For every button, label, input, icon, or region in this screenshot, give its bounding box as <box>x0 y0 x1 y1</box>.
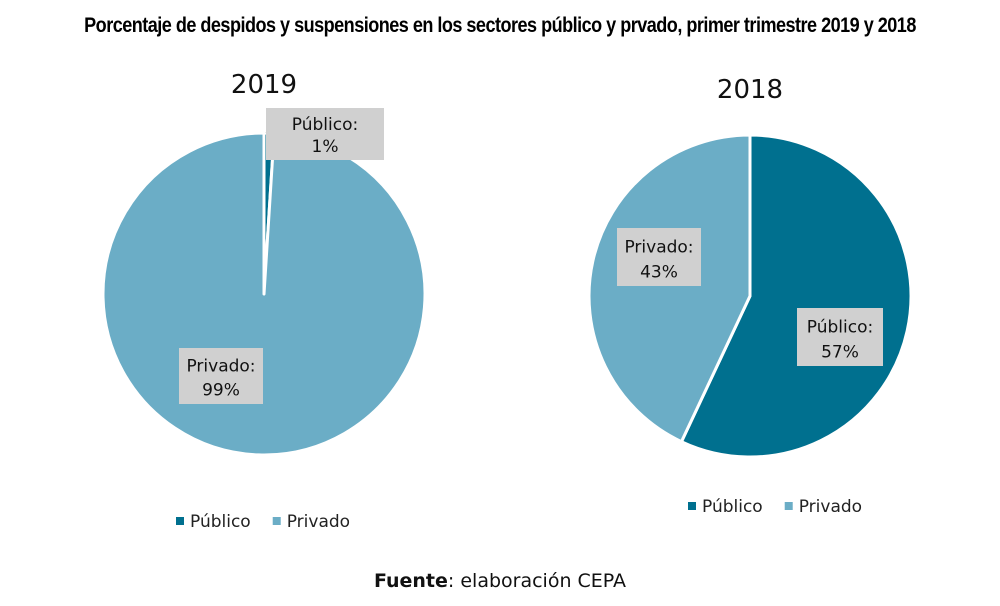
legend-label-privado: Privado <box>287 512 350 532</box>
pie-title-2018: 2018 <box>717 75 783 105</box>
data-label-value: 99% <box>202 381 240 401</box>
pie-slice-2018-publico <box>679 133 913 459</box>
source-label: Fuente <box>373 570 448 592</box>
legend-swatch-privado <box>784 502 793 510</box>
data-label-name: Privado: <box>186 357 255 377</box>
data-label-name: Público: <box>292 115 358 135</box>
pie-slice-2018-privado <box>587 133 752 444</box>
source-text: : elaboración CEPA <box>447 570 627 592</box>
legend-label-privado: Privado <box>799 497 862 517</box>
data-label-name: Privado: <box>624 237 693 257</box>
data-label-box <box>179 348 263 404</box>
data-label-box <box>617 228 701 286</box>
data-label-value: 1% <box>312 137 339 157</box>
legend-swatch-publico <box>688 502 696 510</box>
legend-label-publico: Público <box>190 512 251 532</box>
chart-title: Porcentaje de despidos y suspensiones en… <box>84 14 916 37</box>
legend-swatch-privado <box>272 517 281 525</box>
pie-slice-2019-privado <box>101 131 427 457</box>
data-label-box <box>266 108 384 160</box>
source-note: Fuente: elaboración CEPA <box>0 570 1000 592</box>
data-label-box <box>797 308 883 366</box>
pie-title-2019: 2019 <box>231 70 297 100</box>
data-label-value: 57% <box>821 342 859 362</box>
legend-label-publico: Público <box>702 497 763 517</box>
data-label-value: 43% <box>640 262 678 282</box>
legend-swatch-publico <box>176 517 184 525</box>
data-label-name: Público: <box>807 317 873 337</box>
